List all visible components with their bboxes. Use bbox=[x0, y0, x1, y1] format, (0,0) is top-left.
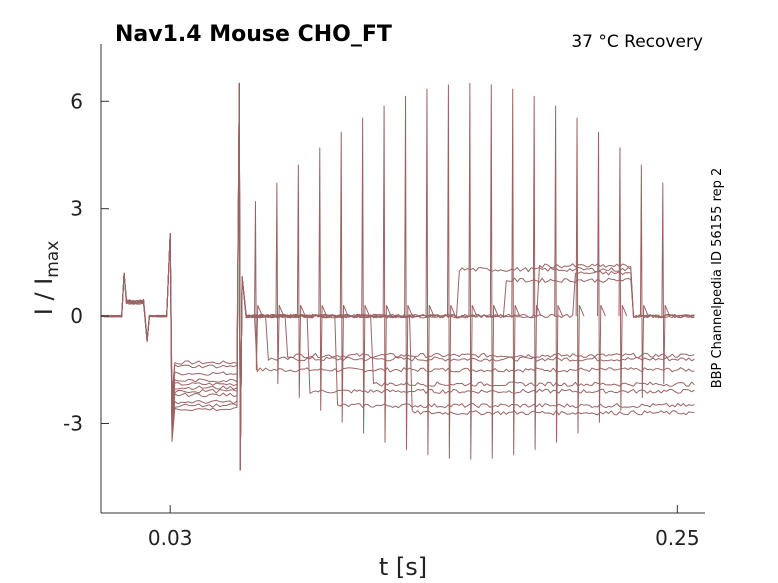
spike-transient bbox=[339, 131, 349, 423]
spike-transient bbox=[318, 147, 328, 411]
y-ticks: -3 0 3 6 bbox=[63, 89, 109, 435]
chart-subtitle: 37 °C Recovery bbox=[571, 32, 703, 52]
x-ticks: 0.03 0.25 bbox=[148, 505, 700, 550]
spike-transient bbox=[382, 105, 392, 443]
traces-group bbox=[100, 82, 695, 471]
spike-transient bbox=[489, 84, 499, 459]
spike-transient bbox=[554, 105, 563, 443]
spike-transient bbox=[511, 88, 521, 456]
spike-transient bbox=[361, 117, 371, 434]
spike-transient bbox=[597, 131, 606, 423]
x-axis-label: t [s] bbox=[379, 553, 427, 581]
spike-transient bbox=[404, 95, 413, 451]
y-axis-label-sub: max bbox=[43, 241, 63, 278]
sweep-trace bbox=[100, 82, 695, 471]
spike-transient bbox=[575, 117, 585, 434]
y-axis-label-main: I / I bbox=[30, 278, 58, 316]
source-note: BBP Channelpedia ID 56155 rep 2 bbox=[710, 168, 725, 389]
spike-transient bbox=[254, 201, 263, 371]
x-tick-label: 0.03 bbox=[148, 526, 193, 550]
spike-transient bbox=[296, 164, 306, 398]
spike-transient bbox=[618, 147, 628, 411]
y-tick-label: 3 bbox=[70, 197, 83, 221]
spike-transient bbox=[468, 82, 478, 460]
x-tick-label: 0.25 bbox=[655, 526, 700, 550]
spike-transient bbox=[639, 164, 649, 398]
spike-transient bbox=[446, 84, 456, 459]
y-axis-label: I / Imax bbox=[30, 241, 63, 316]
spike-transient bbox=[661, 182, 671, 385]
y-tick-label: 6 bbox=[70, 89, 83, 113]
chart-title: Nav1.4 Mouse CHO_FT bbox=[115, 22, 392, 47]
y-tick-label: -3 bbox=[63, 411, 83, 435]
y-tick-label: 0 bbox=[70, 304, 83, 328]
spike-transient bbox=[532, 95, 542, 451]
spike-transient bbox=[425, 88, 435, 456]
spike-transient bbox=[275, 182, 285, 385]
